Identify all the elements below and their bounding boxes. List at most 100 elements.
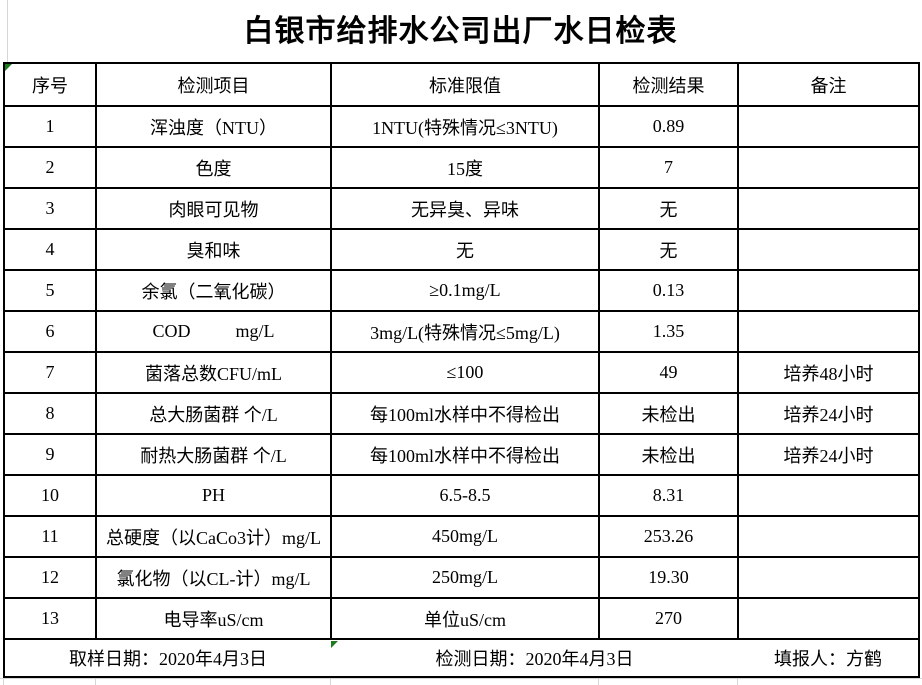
cell-result: 7	[598, 146, 739, 189]
cell-index: 7	[3, 351, 97, 394]
table-body: 1 浑浊度（NTU） 1NTU(特殊情况≤3NTU) 0.89 2 色度 15度 7 3 肉眼可见…	[3, 105, 920, 640]
header-cell-index: 序号	[3, 62, 97, 107]
cell-index: 12	[3, 556, 97, 599]
cell-standard: 每100ml水样中不得检出	[330, 433, 600, 476]
cell-remark	[737, 228, 920, 271]
header-cell-result: 检测结果	[598, 62, 739, 107]
cell-item: 总大肠菌群 个/L	[95, 392, 332, 435]
table-row: 12 氯化物（以CL-计）mg/L 250mg/L 19.30	[3, 556, 920, 599]
cell-result: 49	[598, 351, 739, 394]
cell-result: 253.26	[598, 515, 739, 558]
cell-item: 肉眼可见物	[95, 187, 332, 230]
table-row: 5 余氯（二氧化碳） ≥0.1mg/L 0.13	[3, 269, 920, 312]
cell-item: PH	[95, 474, 332, 517]
cell-index: 10	[3, 474, 97, 517]
cell-remark: 培养24小时	[737, 392, 920, 435]
table-row: 7 菌落总数CFU/mL ≤100 49 培养48小时	[3, 351, 920, 394]
cell-item: COD mg/L	[95, 310, 332, 353]
header-cell-remark: 备注	[737, 62, 920, 107]
cell-item: 菌落总数CFU/mL	[95, 351, 332, 394]
cell-standard: 无	[330, 228, 600, 271]
cell-result: 270	[598, 597, 739, 640]
cell-error-indicator-icon	[5, 64, 12, 71]
footer-row: 取样日期：2020年4月3日 检测日期：2020年4月3日 填报人：方鹤	[4, 638, 919, 678]
table-row: 13 电导率uS/cm 单位uS/cm 270	[3, 597, 920, 640]
cell-standard: 6.5-8.5	[330, 474, 600, 517]
cell-remark	[737, 146, 920, 189]
cell-standard: 3mg/L(特殊情况≤5mg/L)	[330, 310, 600, 353]
header-row: 序号 检测项目 标准限值 检测结果 备注	[3, 62, 920, 107]
cell-standard: 15度	[330, 146, 600, 189]
cell-index: 11	[3, 515, 97, 558]
cell-standard: 单位uS/cm	[330, 597, 600, 640]
cell-item: 浑浊度（NTU）	[95, 105, 332, 148]
cell-remark	[737, 474, 920, 517]
cell-remark	[737, 310, 920, 353]
cell-result: 未检出	[598, 433, 739, 476]
cell-item: 余氯（二氧化碳）	[95, 269, 332, 312]
gridline-vertical	[330, 679, 331, 685]
footer-reporter: 填报人：方鹤	[738, 638, 919, 678]
table-row: 1 浑浊度（NTU） 1NTU(特殊情况≤3NTU) 0.89	[3, 105, 920, 148]
header-cell-standard: 标准限值	[330, 62, 600, 107]
cell-index: 1	[3, 105, 97, 148]
cell-remark	[737, 597, 920, 640]
cell-result: 19.30	[598, 556, 739, 599]
table-row: 8 总大肠菌群 个/L 每100ml水样中不得检出 未检出 培养24小时	[3, 392, 920, 435]
cell-error-indicator-icon	[331, 641, 338, 648]
cell-remark: 培养48小时	[737, 351, 920, 394]
table-row: 11 总硬度（以CaCo3计）mg/L 450mg/L 253.26	[3, 515, 920, 558]
cell-item: 总硬度（以CaCo3计）mg/L	[95, 515, 332, 558]
table-row: 10 PH 6.5-8.5 8.31	[3, 474, 920, 517]
cell-item: 臭和味	[95, 228, 332, 271]
cell-result: 0.89	[598, 105, 739, 148]
gridline-vertical	[737, 679, 738, 685]
cell-index: 3	[3, 187, 97, 230]
cell-remark	[737, 556, 920, 599]
footer-test-date: 检测日期：2020年4月3日	[331, 638, 738, 678]
gridline-vertical	[3, 679, 4, 685]
cell-index: 9	[3, 433, 97, 476]
cell-remark: 培养24小时	[737, 433, 920, 476]
cell-standard: 1NTU(特殊情况≤3NTU)	[330, 105, 600, 148]
cell-index: 13	[3, 597, 97, 640]
cell-standard: 450mg/L	[330, 515, 600, 558]
table-row: 4 臭和味无无	[3, 228, 920, 271]
cell-item: 色度	[95, 146, 332, 189]
cell-remark	[737, 269, 920, 312]
cell-standard: ≥0.1mg/L	[330, 269, 600, 312]
footer-sample-date: 取样日期：2020年4月3日	[4, 638, 331, 678]
cell-index: 4	[3, 228, 97, 271]
cell-result: 8.31	[598, 474, 739, 517]
cell-standard: 无异臭、异味	[330, 187, 600, 230]
cell-standard: 每100ml水样中不得检出	[330, 392, 600, 435]
table-row: 2 色度 15度 7	[3, 146, 920, 189]
cell-standard: 250mg/L	[330, 556, 600, 599]
cell-index: 5	[3, 269, 97, 312]
cell-remark	[737, 515, 920, 558]
table-row: 9 耐热大肠菌群 个/L 每100ml水样中不得检出 未检出 培养24小时	[3, 433, 920, 476]
cell-index: 6	[3, 310, 97, 353]
cell-result: 1.35	[598, 310, 739, 353]
gridline-vertical	[95, 679, 96, 685]
cell-item: 氯化物（以CL-计）mg/L	[95, 556, 332, 599]
daily-check-table: 序号 检测项目 标准限值 检测结果 备注 1 浑浊度（NTU） 1NTU(特殊情况≤…	[3, 62, 920, 678]
cell-index: 2	[3, 146, 97, 189]
cell-result: 未检出	[598, 392, 739, 435]
page-title: 白银市给排水公司出厂水日检表	[243, 15, 678, 48]
header-cell-item: 检测项目	[95, 62, 332, 107]
gridline-vertical	[7, 0, 8, 62]
table-row: 6 COD mg/L 3mg/L(特殊情况≤5mg/L) 1.35	[3, 310, 920, 353]
cell-remark	[737, 187, 920, 230]
gridline-vertical	[598, 679, 599, 685]
table-row: 3 肉眼可见物 无异臭、异味无	[3, 187, 920, 230]
cell-item: 电导率uS/cm	[95, 597, 332, 640]
cell-remark	[737, 105, 920, 148]
cell-item: 耐热大肠菌群 个/L	[95, 433, 332, 476]
cell-result: 0.13	[598, 269, 739, 312]
cell-standard: ≤100	[330, 351, 600, 394]
cell-result: 无	[598, 228, 739, 271]
cell-index: 8	[3, 392, 97, 435]
cell-result: 无	[598, 187, 739, 230]
